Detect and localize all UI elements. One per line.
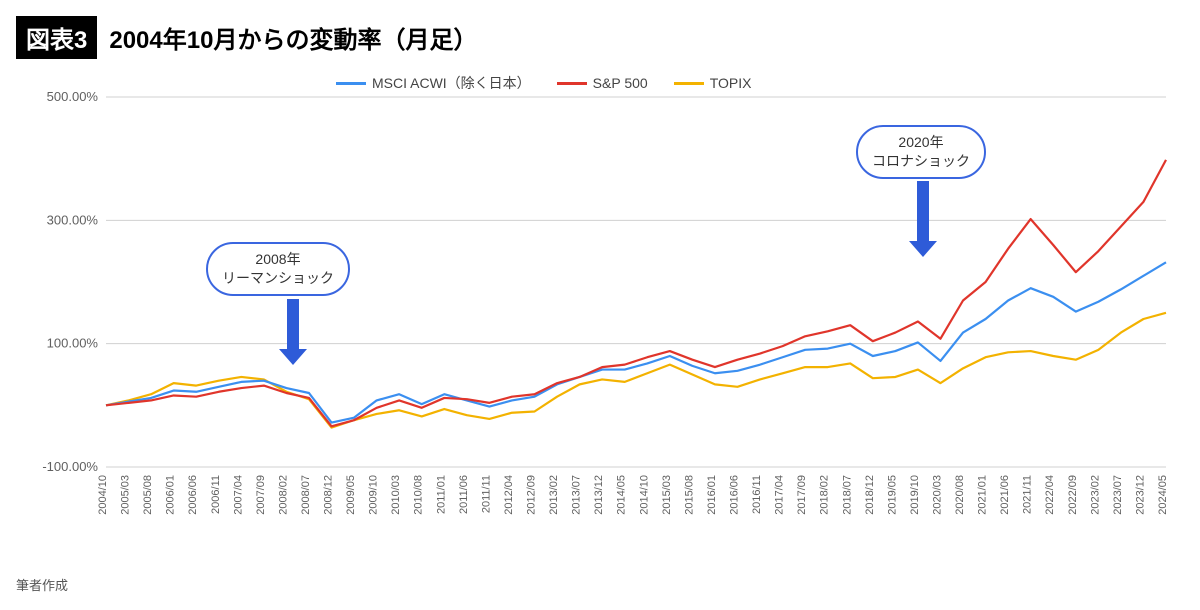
svg-text:2006/11: 2006/11 [210,475,222,514]
line-chart: -100.00% 100.00% 300.00% 500.00% 2004/10 2005… [16,67,1176,567]
svg-text:2013/07: 2013/07 [571,475,583,515]
svg-text:2012/09: 2012/09 [526,475,538,515]
svg-text:2016/01: 2016/01 [706,475,718,515]
svg-text:2017/09: 2017/09 [796,475,808,515]
svg-text:2021/01: 2021/01 [977,475,989,515]
svg-text:2016/06: 2016/06 [728,475,740,515]
svg-text:2007/04: 2007/04 [232,475,244,515]
svg-text:2008/07: 2008/07 [300,475,312,515]
svg-text:2013/12: 2013/12 [593,475,605,515]
svg-text:2014/10: 2014/10 [638,475,650,515]
svg-text:-100.00%: -100.00% [42,459,98,474]
svg-text:300.00%: 300.00% [47,212,99,227]
callout-line: 2020年 [872,133,970,152]
legend-swatch [674,82,704,85]
svg-text:2009/10: 2009/10 [368,475,380,515]
svg-text:2010/03: 2010/03 [390,475,402,515]
legend-label: S&P 500 [593,75,648,91]
svg-text:2021/06: 2021/06 [999,475,1011,515]
svg-text:2015/08: 2015/08 [683,475,695,515]
svg-text:2005/08: 2005/08 [142,475,154,515]
svg-text:2023/02: 2023/02 [1089,475,1101,515]
svg-text:2015/03: 2015/03 [661,475,673,515]
svg-text:2018/02: 2018/02 [819,475,831,515]
svg-text:2009/05: 2009/05 [345,475,357,515]
svg-text:2022/04: 2022/04 [1044,475,1056,515]
credit-text: 筆者作成 [16,575,1184,594]
legend-label: MSCI ACWI（除く日本） [372,73,531,93]
svg-text:2005/03: 2005/03 [120,475,132,515]
svg-text:2016/11: 2016/11 [751,475,763,514]
svg-text:2018/12: 2018/12 [864,475,876,515]
legend-item: TOPIX [674,73,752,93]
svg-text:2004/10: 2004/10 [97,475,109,515]
legend-item: MSCI ACWI（除く日本） [336,73,531,93]
svg-text:100.00%: 100.00% [47,336,99,351]
title-text: 2004年10月からの変動率（月足） [109,20,477,55]
svg-text:2017/04: 2017/04 [774,475,786,515]
svg-text:2013/02: 2013/02 [548,475,560,515]
svg-text:2023/12: 2023/12 [1134,475,1146,515]
svg-text:2020/03: 2020/03 [931,475,943,515]
svg-text:2020/08: 2020/08 [954,475,966,515]
svg-text:2018/07: 2018/07 [841,475,853,515]
legend-swatch [336,82,366,85]
svg-text:2011/11: 2011/11 [480,475,492,513]
legend-swatch [557,82,587,85]
callout-covid: 2020年コロナショック [856,125,986,179]
svg-text:2019/10: 2019/10 [909,475,921,515]
title-badge: 図表3 [16,16,97,59]
svg-text:500.00%: 500.00% [47,89,99,104]
svg-text:2011/06: 2011/06 [458,475,470,514]
callout-line: 2008年 [222,250,334,269]
svg-text:2007/09: 2007/09 [255,475,267,515]
svg-text:2010/08: 2010/08 [413,475,425,515]
svg-text:2006/01: 2006/01 [165,475,177,515]
chart-container: -100.00% 100.00% 300.00% 500.00% 2004/10 2005… [16,67,1176,567]
svg-text:2021/11: 2021/11 [1022,475,1034,514]
svg-text:2006/06: 2006/06 [187,475,199,515]
svg-text:2022/09: 2022/09 [1067,475,1079,515]
callout-line: リーマンショック [222,269,334,288]
callout-lehman: 2008年リーマンショック [206,242,350,296]
svg-text:2023/07: 2023/07 [1112,475,1124,515]
chart-title-row: 図表3 2004年10月からの変動率（月足） [16,16,1184,59]
callout-line: コロナショック [872,152,970,171]
svg-text:2012/04: 2012/04 [503,475,515,515]
arrow-down-icon [911,181,935,257]
svg-text:2008/02: 2008/02 [277,475,289,515]
legend-label: TOPIX [710,75,752,91]
svg-text:2011/01: 2011/01 [435,475,447,514]
chart-legend: MSCI ACWI（除く日本） S&P 500 TOPIX [336,73,751,93]
svg-text:2014/05: 2014/05 [616,475,628,515]
arrow-down-icon [281,299,305,365]
legend-item: S&P 500 [557,73,648,93]
svg-text:2024/05: 2024/05 [1157,475,1169,515]
svg-text:2019/05: 2019/05 [886,475,898,515]
svg-text:2008/12: 2008/12 [323,475,335,515]
